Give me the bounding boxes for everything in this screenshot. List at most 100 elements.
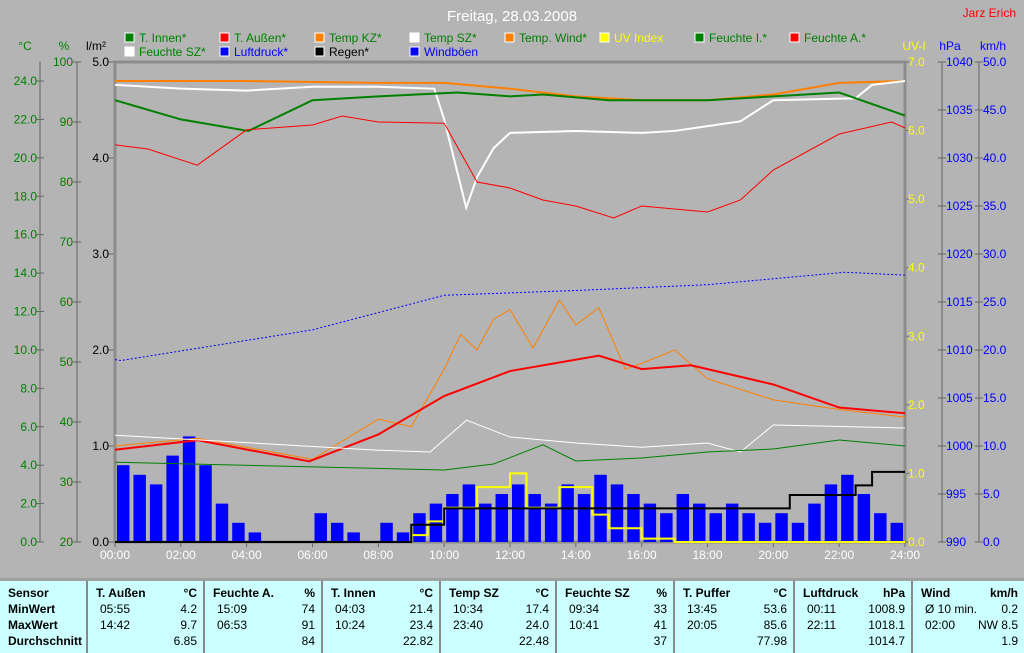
hum-tick-label: 30: [60, 475, 74, 489]
stats-cell-label: 22:11: [807, 618, 837, 632]
stats-row: 1014.7: [803, 633, 905, 649]
hum-tick-label: 80: [60, 175, 74, 189]
windboeen-bar: [330, 522, 344, 542]
x-tick-label: 14:00: [561, 548, 591, 562]
windboeen-bar: [215, 503, 229, 542]
legend-label: Feuchte A.*: [804, 31, 866, 45]
stats-row: 09:34 33: [565, 601, 667, 617]
stats-cell-label: Feuchte SZ: [565, 586, 630, 600]
x-tick-label: 18:00: [692, 548, 722, 562]
legend-swatch: [409, 32, 420, 43]
x-tick-label: 02:00: [166, 548, 196, 562]
legend-label: T. Außen*: [234, 31, 286, 45]
hum-tick-label: 40: [60, 415, 74, 429]
windboeen-bar: [495, 494, 508, 542]
stats-row: 37: [565, 633, 667, 649]
stats-header: Feuchte SZ%: [565, 585, 667, 601]
x-tick-label: 10:00: [429, 548, 459, 562]
stats-cell-label: [921, 633, 925, 649]
stats-cell-value: 1.9: [1001, 634, 1018, 648]
wind-tick-label: 50.0: [983, 55, 1007, 69]
windboeen-bar: [380, 522, 393, 542]
stats-cell-label: T. Innen: [331, 586, 376, 600]
legend-swatch: [409, 46, 420, 57]
stats-cell-value: 33: [653, 602, 667, 616]
chart-title: Freitag, 28.03.2008: [447, 8, 577, 25]
windboeen-bar: [758, 522, 772, 542]
rain-tick-label: 1.0: [92, 439, 109, 453]
windboeen-bar: [248, 532, 262, 542]
hum-tick-label: 70: [60, 235, 74, 249]
series-uv-index: [115, 472, 905, 543]
series-feuchte-sz: [114, 419, 906, 453]
windboeen-bar: [808, 503, 821, 542]
stats-cell-value: 84: [301, 634, 315, 648]
windboeen-bar: [577, 494, 591, 542]
legend-swatch: [124, 46, 135, 57]
uv-tick-label: 1.0: [908, 466, 925, 480]
stats-cell-value: 37: [653, 634, 667, 648]
stats-cell-value: 53.6: [763, 602, 787, 616]
windboeen-bar: [314, 513, 327, 542]
windboeen-bar: [133, 474, 146, 542]
stats-cell-label: 10:34: [453, 602, 484, 616]
press-tick-label: 1005: [946, 391, 973, 405]
press-tick-label: 990: [946, 535, 966, 549]
wind-tick-label: 15.0: [983, 391, 1007, 405]
series-lines: [114, 80, 906, 543]
stats-row: Durchschnitt: [8, 633, 83, 649]
windboeen-bar: [528, 494, 541, 542]
stats-cell-value: %: [304, 586, 315, 600]
stats-row: 23:40 24.0: [449, 617, 549, 633]
stats-cell-label: [683, 633, 687, 649]
stats-cell-label: Wind: [921, 586, 951, 600]
x-tick-label: 06:00: [297, 548, 327, 562]
wind-tick-label: 0.0: [983, 535, 1000, 549]
stats-cell-label: [803, 633, 807, 649]
uv-tick-label: 4.0: [908, 261, 925, 275]
stats-row: Ø 10 min. 0.2: [921, 601, 1018, 617]
wind-tick-label: 40.0: [983, 151, 1007, 165]
stats-cell-label: 04:03: [335, 602, 366, 616]
stats-header: Feuchte A.%: [213, 585, 315, 601]
temp-tick-label: 18.0: [14, 189, 38, 203]
stats-column: T. Puffer °C 13:45 53.6 20:05 85.6 77.98: [675, 581, 795, 653]
stats-row: 10:24 23.4: [331, 617, 433, 633]
windboeen-bar: [149, 484, 163, 542]
stats-cell-label: 15:09: [217, 602, 248, 616]
stats-cell-label: 09:34: [569, 602, 600, 616]
wind-tick-label: 5.0: [983, 487, 1000, 501]
wind-tick-label: 35.0: [983, 199, 1007, 213]
legend-swatch: [219, 46, 230, 57]
rain-tick-label: 5.0: [92, 55, 109, 69]
weather-chart: Freitag, 28.03.2008 Jarz Erich T. Innen*…: [14, 6, 1016, 562]
windboeen-bar: [610, 484, 624, 542]
temp-tick-label: 2.0: [20, 497, 37, 511]
stats-row: 06:53 91: [213, 617, 315, 633]
windboeen-bar: [413, 513, 426, 542]
stats-cell-value: 23.4: [409, 618, 433, 632]
press-tick-label: 1010: [946, 343, 973, 357]
hum-tick-label: 60: [60, 295, 74, 309]
temp-tick-label: 14.0: [14, 266, 38, 280]
legend-swatch: [504, 32, 515, 43]
stats-cell-label: Durchschnitt: [8, 634, 83, 648]
windboeen-bar: [561, 484, 574, 542]
wind-tick-label: 30.0: [983, 247, 1007, 261]
windboeen-bar: [396, 532, 410, 542]
stats-cell-label: Luftdruck: [803, 586, 859, 600]
stats-cell-label: Sensor: [8, 586, 49, 600]
windboeen-bar: [841, 474, 854, 542]
stats-cell-label: Ø 10 min.: [925, 602, 978, 616]
stats-cell-value: °C: [535, 586, 549, 600]
stats-cell-value: 17.4: [525, 602, 549, 616]
stats-column: T. Innen °C 04:03 21.4 10:24 23.4 22.82: [323, 581, 441, 653]
legend-swatch: [219, 32, 230, 43]
stats-cell-value: 1008.9: [868, 602, 905, 616]
temp-tick-label: 4.0: [20, 458, 37, 472]
stats-cell-label: [96, 633, 100, 649]
windboeen-bar: [791, 522, 805, 542]
press-axis-unit: hPa: [939, 39, 961, 53]
series-temp-sz: [114, 80, 906, 212]
windboeen-bar: [890, 522, 903, 542]
